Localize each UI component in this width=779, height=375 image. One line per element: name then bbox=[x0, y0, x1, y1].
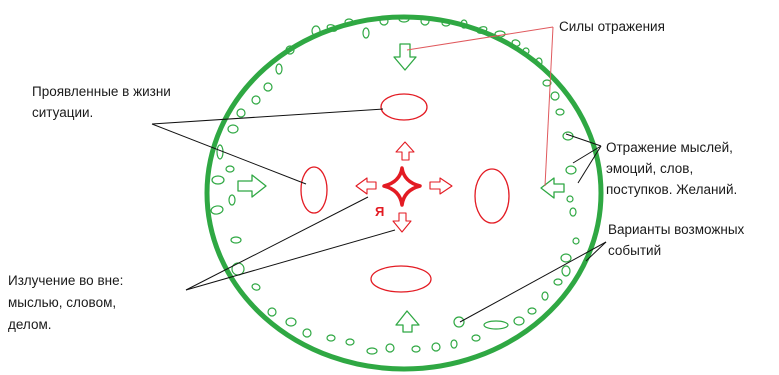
small-event-ellipse bbox=[230, 236, 242, 244]
four-point-star-icon bbox=[382, 166, 422, 207]
red-arrow-up-icon bbox=[395, 141, 415, 161]
label-radiation-line-1: Излучение во вне: bbox=[8, 273, 123, 288]
small-event-ellipse bbox=[275, 63, 283, 75]
label-reflection-forces: Силы отражения bbox=[559, 19, 665, 34]
small-event-ellipse bbox=[550, 91, 560, 101]
label-reflection-line-2: эмоций, слов, bbox=[606, 161, 693, 176]
label-variants-line-1: Варианты возможных bbox=[608, 222, 745, 237]
small-event-ellipse bbox=[227, 124, 239, 134]
small-event-ellipse bbox=[311, 25, 321, 37]
small-event-ellipse bbox=[211, 175, 225, 185]
situation-ellipse-left bbox=[300, 166, 328, 214]
small-event-ellipse bbox=[251, 283, 261, 291]
small-event-ellipse bbox=[555, 108, 565, 116]
small-event-ellipse bbox=[210, 205, 224, 215]
small-event-ellipse bbox=[542, 79, 552, 87]
small-event-ellipse bbox=[263, 82, 273, 92]
small-event-ellipse bbox=[344, 18, 354, 26]
outer-circle bbox=[204, 14, 604, 372]
small-event-ellipse bbox=[471, 334, 481, 342]
small-event-ellipse bbox=[441, 19, 451, 27]
green-arrow-left-icon bbox=[237, 174, 267, 198]
pointer-lines bbox=[151, 26, 607, 323]
green-arrow-right-icon bbox=[540, 177, 565, 199]
small-event-ellipse bbox=[236, 108, 246, 118]
small-event-ellipse bbox=[216, 144, 224, 160]
small-event-ellipse bbox=[302, 328, 312, 338]
small-event-ellipse bbox=[228, 194, 236, 206]
small-event-ellipse bbox=[566, 195, 574, 203]
small-event-ellipse bbox=[431, 342, 441, 352]
small-event-ellipse bbox=[326, 334, 336, 342]
label-situations-line-1: Проявленные в жизни bbox=[32, 84, 171, 99]
small-event-ellipse bbox=[267, 307, 277, 317]
small-event-ellipse bbox=[460, 19, 468, 29]
small-event-ellipse bbox=[285, 45, 295, 55]
small-event-ellipse bbox=[453, 316, 465, 328]
small-event-ellipse bbox=[231, 262, 245, 276]
small-event-ellipse bbox=[398, 15, 410, 23]
small-event-ellipse bbox=[535, 57, 543, 67]
situation-ellipse-bottom bbox=[370, 265, 432, 293]
small-event-ellipse bbox=[411, 345, 421, 353]
small-event-ellipse bbox=[522, 47, 530, 55]
green-arrow-bottom-icon bbox=[395, 310, 420, 333]
small-event-ellipse bbox=[541, 291, 549, 301]
small-event-ellipse bbox=[285, 317, 297, 327]
small-event-ellipse bbox=[527, 307, 537, 315]
label-situations-line-2: ситуации. bbox=[32, 105, 93, 120]
label-radiation-line-3: делом. bbox=[8, 317, 52, 332]
small-event-ellipse bbox=[379, 16, 389, 26]
green-arrow-top-icon bbox=[393, 43, 417, 71]
small-event-ellipse bbox=[561, 265, 571, 277]
label-reflection-line-3: поступков. Желаний. bbox=[606, 182, 737, 197]
small-event-ellipse bbox=[420, 16, 430, 26]
small-event-ellipse bbox=[572, 237, 580, 245]
label-variants-line-2: событий bbox=[608, 243, 661, 258]
label-reflection-line-1: Отражение мыслей, bbox=[606, 140, 733, 155]
small-event-ellipse bbox=[511, 39, 521, 47]
small-event-ellipse bbox=[569, 207, 577, 217]
possible-events-ring bbox=[210, 15, 580, 355]
red-arrow-down-icon bbox=[392, 212, 412, 233]
situation-ellipse-top bbox=[380, 93, 428, 121]
small-event-ellipse bbox=[560, 253, 572, 263]
small-event-ellipse bbox=[476, 26, 488, 34]
red-arrow-left-icon bbox=[355, 177, 377, 195]
self-label: Я bbox=[375, 204, 384, 219]
small-event-ellipse bbox=[565, 165, 577, 175]
small-event-ellipse bbox=[366, 347, 378, 355]
small-event-ellipse bbox=[553, 278, 563, 286]
small-event-ellipse bbox=[345, 338, 355, 346]
small-event-ellipse bbox=[251, 95, 261, 105]
small-event-ellipse bbox=[326, 24, 338, 32]
label-radiation-line-2: мыслью, словом, bbox=[8, 295, 116, 310]
small-event-ellipse bbox=[362, 27, 370, 39]
small-event-ellipse bbox=[225, 165, 235, 173]
red-arrow-right-icon bbox=[429, 177, 453, 195]
small-event-ellipse bbox=[513, 316, 525, 326]
small-event-ellipse bbox=[385, 343, 395, 353]
small-event-ellipse bbox=[483, 320, 509, 330]
situation-ellipse-right bbox=[474, 168, 510, 224]
small-event-ellipse bbox=[494, 30, 506, 38]
small-event-ellipse bbox=[450, 339, 458, 349]
